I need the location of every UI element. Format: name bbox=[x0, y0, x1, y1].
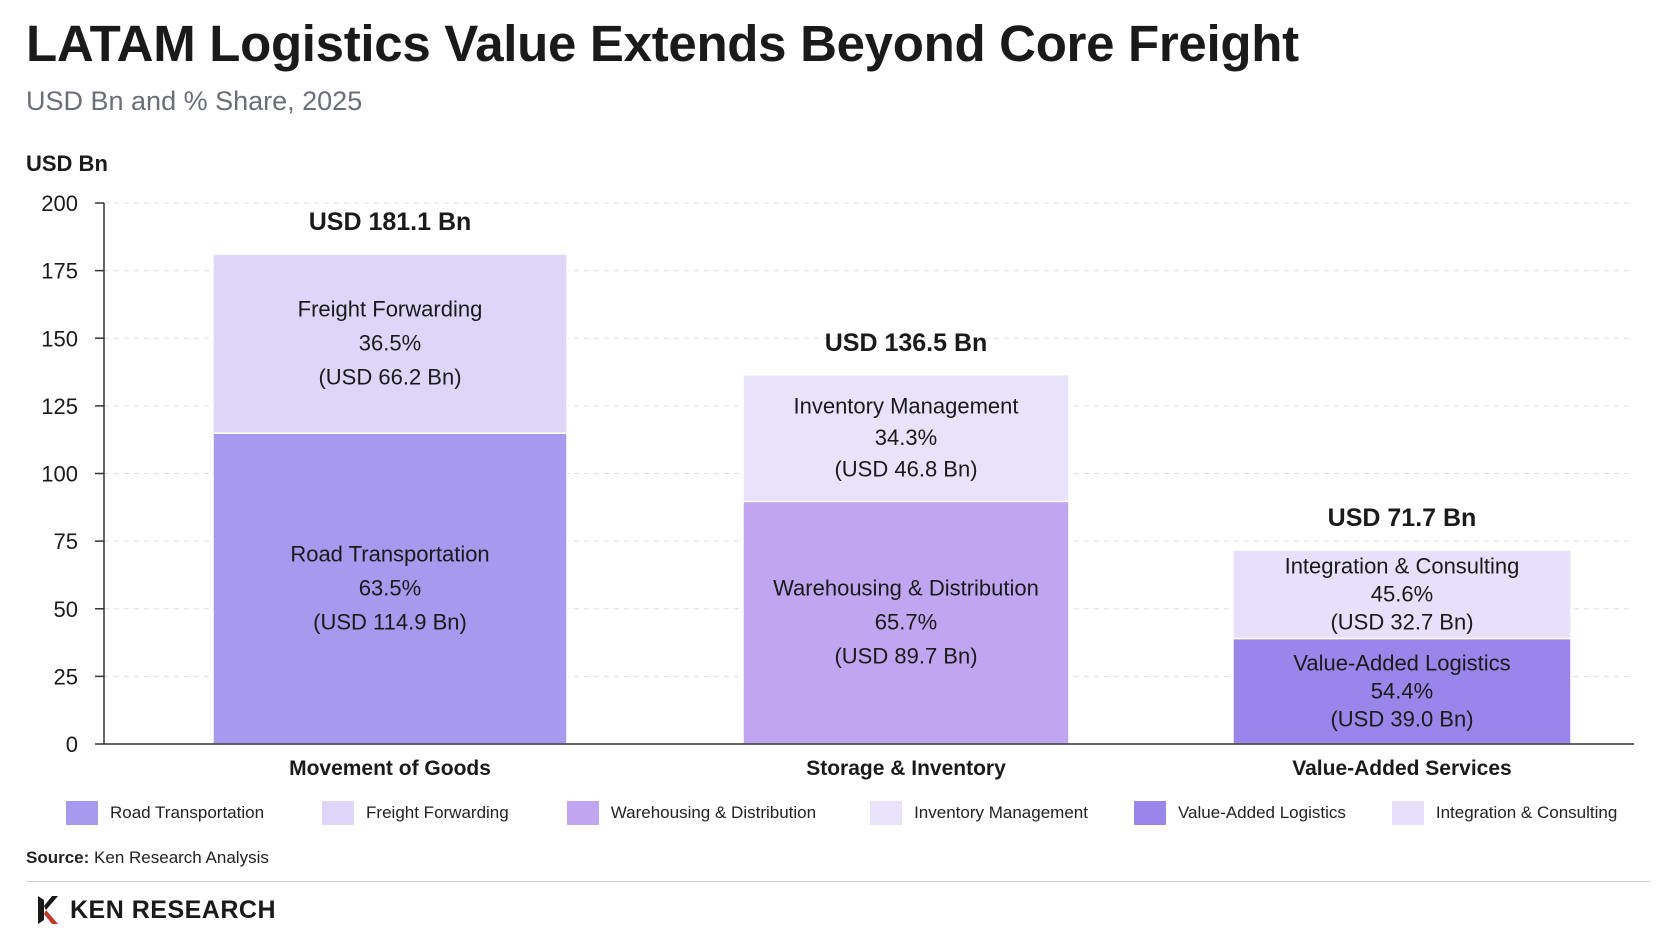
legend-item: Freight Forwarding bbox=[322, 801, 509, 825]
legend-label: Freight Forwarding bbox=[366, 803, 509, 822]
legend-swatch bbox=[66, 801, 98, 825]
segment-value-label: (USD 89.7 Bn) bbox=[834, 644, 977, 669]
bar-segment bbox=[742, 500, 1070, 745]
x-category-label: Storage & Inventory bbox=[806, 757, 1006, 780]
source-label: Source: bbox=[26, 848, 90, 867]
segment-value-label: (USD 46.8 Bn) bbox=[834, 457, 977, 482]
segment-name-label: Inventory Management bbox=[793, 393, 1018, 418]
bar-segment bbox=[742, 374, 1070, 503]
segment-share-label: 36.5% bbox=[359, 331, 421, 356]
segment-value-label: (USD 114.9 Bn) bbox=[313, 610, 467, 635]
chart-legend: Road Transportation Freight Forwarding War… bbox=[66, 801, 1617, 825]
legend-item: Integration & Consulting bbox=[1391, 801, 1618, 825]
chart-title: LATAM Logistics Value Extends Beyond Cor… bbox=[26, 15, 1299, 72]
bar-total-label: USD 136.5 Bn bbox=[825, 329, 988, 357]
legend-swatch bbox=[322, 801, 355, 825]
y-tick-label: 0 bbox=[66, 732, 78, 757]
segment-share-label: 45.6% bbox=[1371, 581, 1433, 606]
segment-share-label: 65.7% bbox=[875, 610, 937, 635]
y-tick-label: 100 bbox=[41, 462, 78, 487]
y-tick-label: 175 bbox=[41, 259, 78, 284]
segment-share-label: 63.5% bbox=[359, 576, 421, 601]
legend-item: Value-Added Logistics bbox=[1133, 801, 1346, 825]
ken-research-logo-icon bbox=[38, 896, 58, 924]
brand-name: KEN RESEARCH bbox=[70, 895, 277, 924]
legend-swatch bbox=[1391, 801, 1424, 825]
legend-label: Inventory Management bbox=[914, 803, 1088, 822]
segment-value-label: (USD 66.2 Bn) bbox=[318, 365, 461, 390]
legend-label: Warehousing & Distribution bbox=[610, 803, 817, 822]
segment-share-label: 34.3% bbox=[875, 425, 937, 450]
y-tick-label: 150 bbox=[41, 326, 78, 351]
x-category-label: Movement of Goods bbox=[289, 757, 491, 780]
segment-value-label: (USD 39.0 Bn) bbox=[1330, 706, 1473, 731]
segment-name-label: Road Transportation bbox=[290, 542, 489, 567]
legend-swatch bbox=[870, 801, 903, 825]
legend-swatch bbox=[1133, 801, 1166, 825]
source-note: Source: Ken Research Analysis bbox=[26, 848, 269, 868]
source-text: Ken Research Analysis bbox=[94, 848, 269, 867]
bar-segment bbox=[212, 432, 568, 745]
footer-divider bbox=[26, 881, 1650, 882]
bar-segment bbox=[1232, 637, 1572, 745]
legend-item: Warehousing & Distribution bbox=[566, 801, 817, 825]
legend-swatch bbox=[566, 801, 599, 825]
segment-name-label: Warehousing & Distribution bbox=[773, 576, 1039, 601]
segment-name-label: Value-Added Logistics bbox=[1293, 650, 1510, 675]
bar-segment bbox=[212, 253, 568, 434]
bar-segment bbox=[1232, 549, 1572, 640]
legend-label: Integration & Consulting bbox=[1435, 803, 1618, 822]
stacked-bar-chart: USD Bn 0 25 50 75 100 125 150 175 200 Road Transpo… bbox=[26, 151, 1634, 780]
bar-total-label: USD 181.1 Bn bbox=[309, 208, 472, 236]
y-tick-label: 25 bbox=[54, 664, 78, 689]
y-tick-label: 75 bbox=[54, 529, 78, 554]
legend-label: Value-Added Logistics bbox=[1177, 803, 1346, 822]
segment-name-label: Freight Forwarding bbox=[298, 297, 483, 322]
legend-label: Road Transportation bbox=[110, 803, 265, 822]
chart-subtitle: USD Bn and % Share, 2025 bbox=[26, 86, 363, 116]
segment-name-label: Integration & Consulting bbox=[1285, 553, 1520, 578]
legend-item: Inventory Management bbox=[870, 801, 1088, 825]
y-axis-label: USD Bn bbox=[26, 151, 108, 176]
y-tick-label: 50 bbox=[54, 597, 78, 622]
legend-item: Road Transportation bbox=[66, 801, 264, 825]
y-tick-label: 125 bbox=[41, 394, 78, 419]
x-category-label: Value-Added Services bbox=[1292, 757, 1511, 780]
brand-footer: KEN RESEARCH bbox=[36, 893, 276, 927]
segment-value-label: (USD 32.7 Bn) bbox=[1330, 609, 1473, 634]
y-tick-label: 200 bbox=[41, 191, 78, 216]
segment-share-label: 54.4% bbox=[1371, 678, 1433, 703]
bar-total-label: USD 71.7 Bn bbox=[1328, 504, 1477, 532]
